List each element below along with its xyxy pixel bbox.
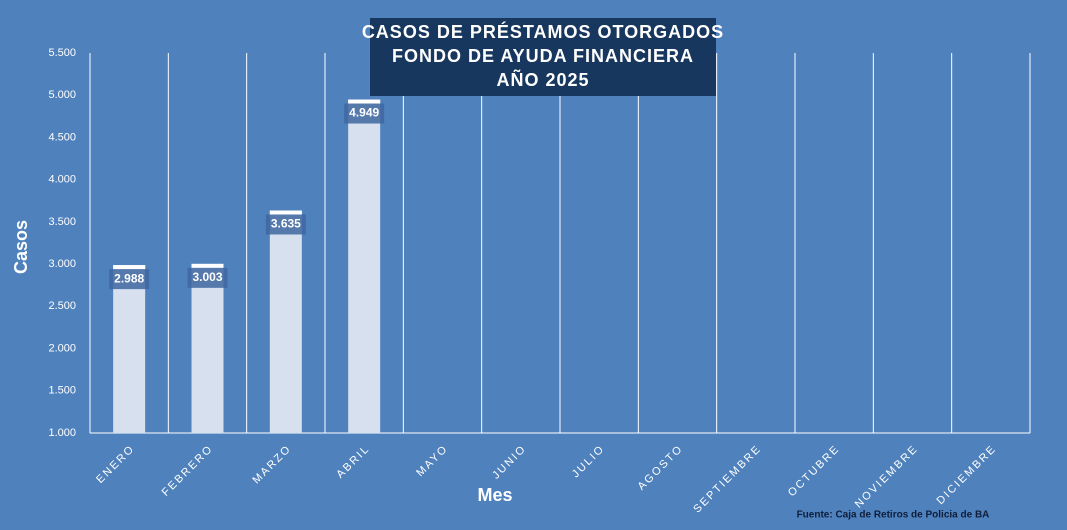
bar xyxy=(269,210,302,433)
bar-highlight xyxy=(191,263,224,268)
value-label: 4.949 xyxy=(349,106,379,120)
value-label: 3.003 xyxy=(192,270,222,284)
chart-title: AÑO 2025 xyxy=(496,69,589,90)
bar-highlight xyxy=(113,265,146,270)
y-tick-label: 3.000 xyxy=(48,258,76,270)
y-tick-label: 5.500 xyxy=(48,47,76,59)
value-label-box xyxy=(187,267,228,288)
y-tick-label: 4.000 xyxy=(48,174,76,186)
y-tick-label: 4.500 xyxy=(48,131,76,143)
y-tick-label: 3.500 xyxy=(48,216,76,228)
value-label-box xyxy=(109,269,150,290)
y-tick-label: 2.500 xyxy=(48,300,76,312)
source: Fuente: Caja de Retiros de Policia de BA xyxy=(797,510,990,521)
bar-highlight xyxy=(348,99,381,104)
value-label: 3.635 xyxy=(271,217,301,231)
y-tick-label: 2.000 xyxy=(48,342,76,354)
bar xyxy=(348,99,381,433)
x-axis-label: Mes xyxy=(477,485,512,505)
chart-title: CASOS DE PRÉSTAMOS OTORGADOS xyxy=(362,21,724,42)
bar xyxy=(113,265,146,433)
y-tick-label: 1.000 xyxy=(48,427,76,439)
y-axis-label: Casos xyxy=(11,220,31,274)
value-label-box xyxy=(265,214,306,235)
chart-title: FONDO DE AYUDA FINANCIERA xyxy=(392,46,694,66)
y-tick-label: 1.500 xyxy=(48,385,76,397)
value-label-box xyxy=(344,103,385,124)
bar-highlight xyxy=(269,210,302,215)
bar xyxy=(191,263,224,433)
title-box xyxy=(370,18,716,96)
y-tick-label: 5.000 xyxy=(48,89,76,101)
value-label: 2.988 xyxy=(114,271,144,285)
